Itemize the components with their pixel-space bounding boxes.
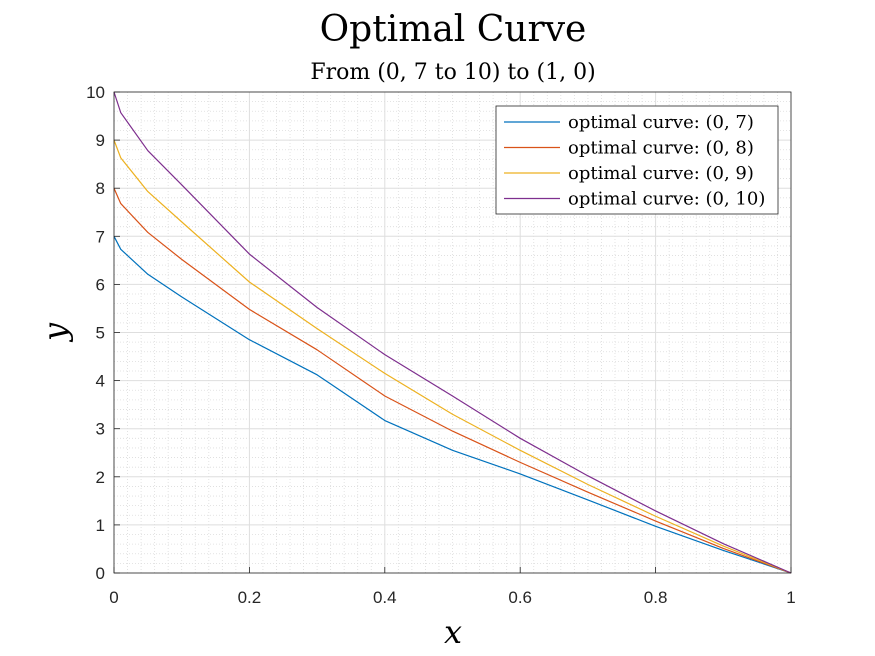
x-axis-label: x [444,613,462,651]
y-tick-label: 8 [96,179,105,198]
y-tick-label: 4 [96,372,105,391]
series-line-1 [113,236,792,574]
series-line-3 [113,139,792,574]
y-tick-label: 3 [96,420,105,439]
chart-subtitle: From (0, 7 to 10) to (1, 0) [310,60,595,85]
y-tick-label: 2 [96,468,105,487]
y-tick-label: 0 [96,564,105,583]
series-line-2 [113,187,792,574]
x-tick-label: 0.2 [238,588,262,607]
y-tick-label: 9 [96,131,105,150]
y-tick-label: 10 [86,83,105,102]
y-tick-label: 1 [96,516,105,535]
legend-box [495,105,779,215]
chart-title: Optimal Curve [320,9,587,50]
series-line-4 [113,91,792,574]
x-tick-label: 0.6 [508,588,532,607]
legend-label-1: optimal curve: (0, 7) [568,112,754,133]
x-tick-label: 0.8 [644,588,668,607]
y-axis-label: y [36,322,74,343]
y-tick-label: 7 [96,227,105,246]
legend-label-4: optimal curve: (0, 10) [568,189,765,210]
x-tick-label: 0 [109,588,118,607]
y-tick-label: 6 [96,275,105,294]
y-tick-label: 5 [96,324,105,343]
legend-label-2: optimal curve: (0, 8) [568,138,754,159]
x-tick-label: 0.4 [373,588,397,607]
x-tick-label: 1 [786,588,795,607]
legend-label-3: optimal curve: (0, 9) [568,163,754,184]
